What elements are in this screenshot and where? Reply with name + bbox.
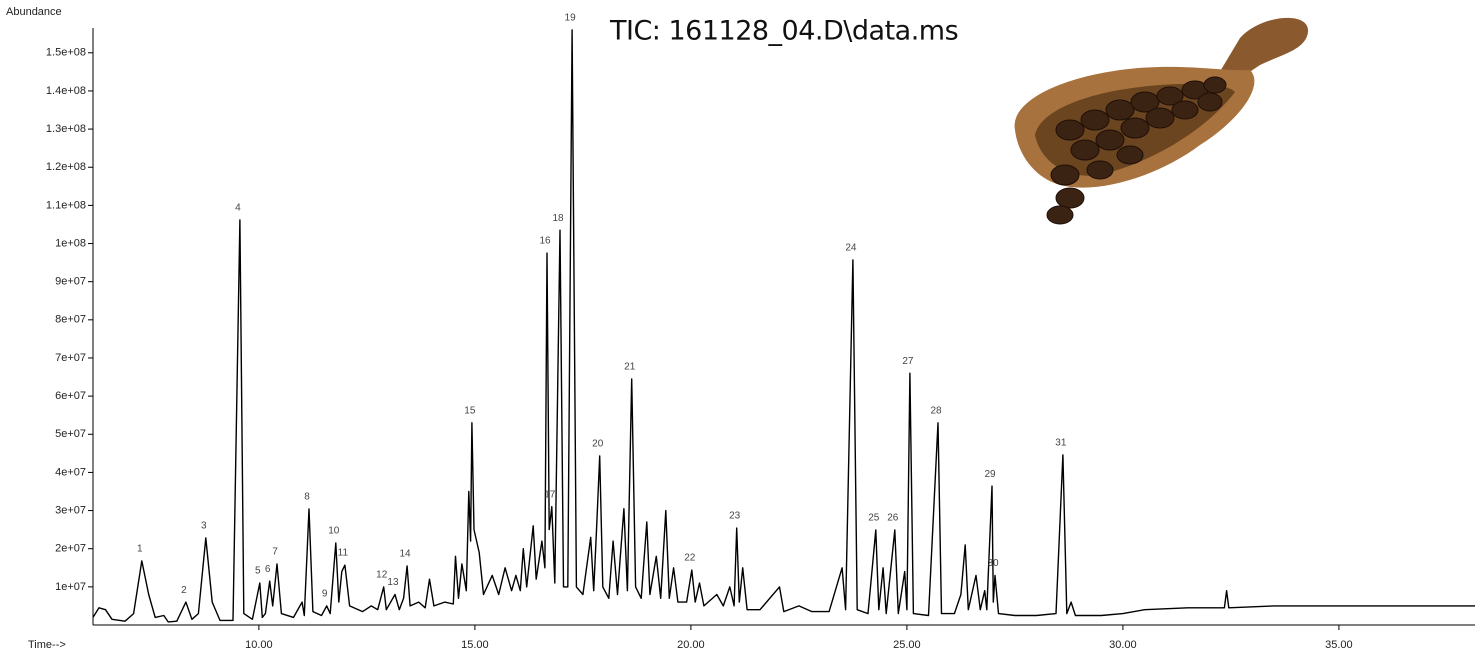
- chart-title: TIC: 161128_04.D\data.ms: [609, 16, 958, 47]
- peak-label: 5: [255, 566, 261, 577]
- y-axis-label: Abundance: [6, 6, 62, 18]
- x-tick-label: 30.00: [1109, 639, 1137, 651]
- peak-label: 19: [565, 13, 577, 24]
- y-tick-label: 7e+07: [55, 352, 86, 364]
- peak-label: 12: [376, 569, 388, 580]
- x-tick-label: 10.00: [245, 639, 273, 651]
- peak-label: 16: [539, 236, 551, 247]
- y-tick-label: 1e+07: [55, 581, 86, 593]
- peak-label: 6: [265, 564, 271, 575]
- y-tick-label: 9e+07: [55, 276, 86, 288]
- y-tick-label: 2e+07: [55, 543, 86, 555]
- y-tick-label: 1e+08: [55, 237, 86, 249]
- x-tick-label: 25.00: [893, 639, 921, 651]
- peak-label: 28: [930, 405, 942, 416]
- y-tick-label: 1.5e+08: [46, 47, 86, 59]
- peak-label: 18: [552, 213, 564, 224]
- x-tick-label: 35.00: [1325, 639, 1353, 651]
- peak-label: 9: [322, 589, 328, 600]
- peak-label: 13: [387, 577, 399, 588]
- peak-label: 15: [464, 405, 476, 416]
- x-tick-label: 15.00: [461, 639, 489, 651]
- peak-label: 1: [137, 544, 143, 555]
- y-tick-label: 1.3e+08: [46, 123, 86, 135]
- peak-label: 2: [181, 585, 187, 596]
- chromatogram-line: [92, 29, 1475, 623]
- y-tick-label: 8e+07: [55, 314, 86, 326]
- y-tick-label: 1.4e+08: [46, 85, 86, 97]
- peak-label: 25: [868, 513, 880, 524]
- peak-label: 4: [235, 203, 241, 214]
- peak-label: 22: [684, 553, 696, 564]
- y-tick-label: 5e+07: [55, 428, 86, 440]
- peak-label: 8: [304, 492, 310, 503]
- peak-label: 26: [887, 513, 899, 524]
- peak-label: 14: [400, 549, 412, 560]
- y-tick-label: 1.2e+08: [46, 161, 86, 173]
- peak-label: 31: [1055, 438, 1067, 449]
- peak-label: 17: [544, 489, 556, 500]
- peak-label: 23: [729, 511, 741, 522]
- peak-label: 7: [272, 547, 278, 558]
- y-tick-label: 6e+07: [55, 390, 86, 402]
- y-tick-label: 4e+07: [55, 466, 86, 478]
- peak-label: 3: [201, 521, 207, 532]
- peak-label: 11: [338, 548, 349, 559]
- peak-label: 20: [592, 439, 604, 450]
- peak-label: 30: [987, 558, 999, 569]
- y-tick-label: 1.1e+08: [46, 199, 86, 211]
- peak-label: 10: [328, 526, 340, 537]
- peak-label: 27: [902, 356, 914, 367]
- coffee-scoop: [1014, 17, 1309, 225]
- peak-label: 24: [845, 243, 857, 254]
- peak-label: 29: [984, 469, 996, 480]
- y-tick-label: 3e+07: [55, 504, 86, 516]
- peak-label: 21: [624, 362, 636, 373]
- x-axis-label: Time-->: [28, 639, 66, 651]
- x-tick-label: 20.00: [677, 639, 705, 651]
